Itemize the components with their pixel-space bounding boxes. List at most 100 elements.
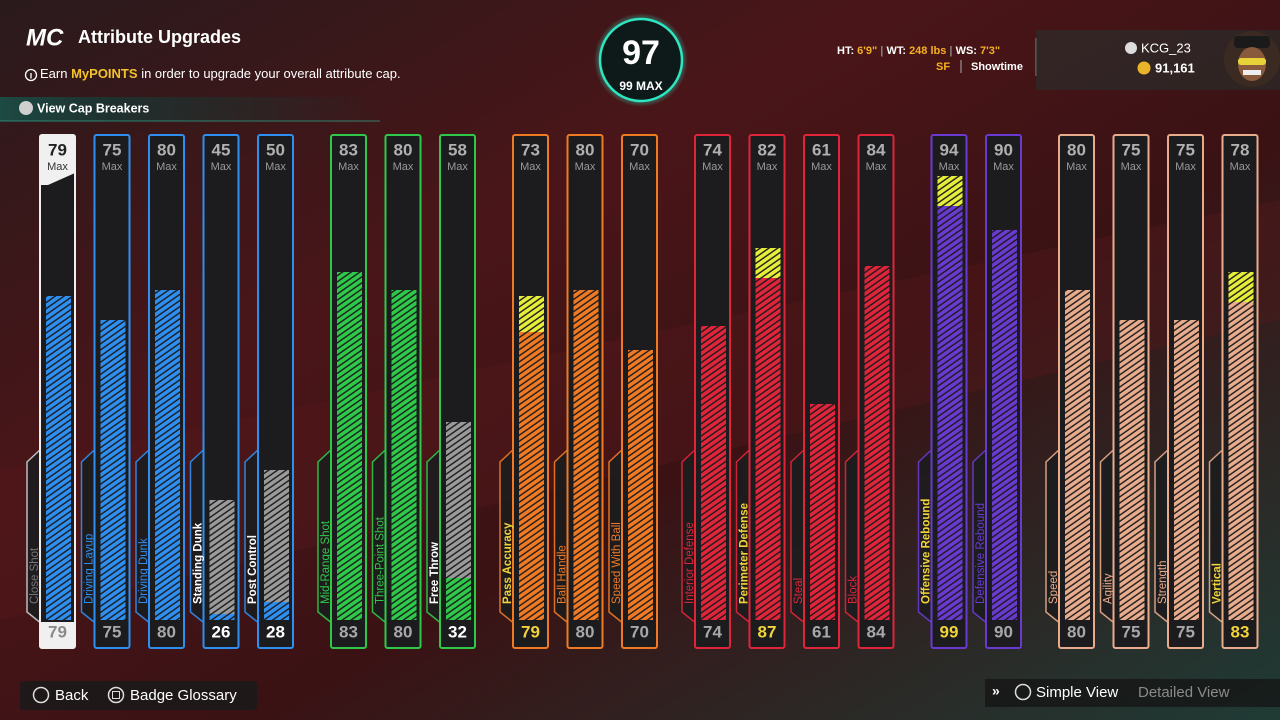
name-tab <box>371 447 389 625</box>
vc-balance: 91,161 <box>1155 60 1195 75</box>
attribute-fill <box>810 404 835 620</box>
attribute-column[interactable]: 83 Max 83 Mid-Range Shot <box>317 134 367 649</box>
max-label: Max <box>447 161 468 173</box>
cap-value: 78 <box>1231 140 1250 159</box>
attribute-column[interactable]: 75 Max 75 Agility <box>1099 134 1150 649</box>
attribute-column[interactable]: 74 Max 74 Interior Defense <box>681 134 731 649</box>
info-text: Earn MyPOINTS in order to upgrade your o… <box>40 66 401 81</box>
attribute-column[interactable]: 90 Max 90 Defensive Rebound <box>972 134 1022 649</box>
player-archetype: Showtime <box>971 61 1023 73</box>
current-value: 26 <box>212 622 231 641</box>
cap-value: 80 <box>1067 140 1086 159</box>
current-value: 75 <box>1176 622 1195 641</box>
cap-value: 70 <box>630 140 649 159</box>
max-label: Max <box>1121 161 1142 173</box>
attribute-column[interactable]: 80 Max 80 Driving Dunk <box>135 134 185 649</box>
current-value: 80 <box>1067 622 1086 641</box>
attribute-fill <box>573 290 599 620</box>
max-label: Max <box>265 161 286 173</box>
cap-headroom <box>446 422 471 578</box>
attribute-column[interactable]: 80 Max 80 Ball Handle <box>553 134 604 649</box>
cap-value: 90 <box>994 140 1013 159</box>
attribute-column[interactable]: 82 Max 87 Perimeter Defense <box>735 134 786 649</box>
name-tab <box>189 447 207 625</box>
name-tab <box>553 447 571 625</box>
max-label: Max <box>1230 161 1251 173</box>
attribute-column[interactable]: 50 Max 28 Post Control <box>244 134 294 649</box>
wingspan-label: WS: <box>956 45 977 57</box>
attribute-column[interactable]: 70 Max 70 Speed With Ball <box>608 134 658 649</box>
attribute-column[interactable]: 58 Max 32 Free Throw <box>426 134 476 649</box>
current-value: 90 <box>994 622 1013 641</box>
gamertag: KCG_23 <box>1141 40 1191 55</box>
attribute-name: Driving Layup <box>84 534 96 604</box>
attribute-column[interactable]: 75 Max 75 Driving Layup <box>80 134 131 649</box>
max-label: Max <box>993 161 1014 173</box>
cap-breaker <box>519 296 544 332</box>
cap-value: 80 <box>157 140 176 159</box>
current-value: 83 <box>339 622 358 641</box>
cap-headroom <box>209 500 235 614</box>
name-tab <box>681 447 698 625</box>
attribute-column[interactable]: 45 Max 26 Standing Dunk <box>189 134 240 649</box>
cap-breaker <box>1228 272 1254 302</box>
name-tab <box>735 447 753 625</box>
current-value: 80 <box>157 622 176 641</box>
attribute-name: Speed <box>1048 571 1060 604</box>
cap-value: 84 <box>867 140 886 159</box>
name-tab <box>1208 447 1226 625</box>
detailed-view-label[interactable]: Detailed View <box>1138 684 1230 701</box>
button-icon <box>19 101 33 115</box>
attribute-column[interactable]: 80 Max 80 Speed <box>1045 134 1095 649</box>
attribute-fill <box>1119 320 1145 620</box>
name-tab <box>1154 447 1171 625</box>
cap-value: 74 <box>703 140 722 159</box>
attribute-column[interactable]: 75 Max 75 Strength <box>1154 134 1204 649</box>
badge-glossary-button[interactable]: Badge Glossary <box>107 686 238 704</box>
attribute-fill <box>755 278 781 620</box>
attribute-column[interactable]: 94 Max 99 Offensive Rebound <box>917 134 968 649</box>
max-label: Max <box>393 161 414 173</box>
attribute-column[interactable]: 84 Max 84 Block <box>844 134 895 649</box>
selected-header <box>40 135 75 185</box>
weight-label: WT: <box>886 45 906 57</box>
info-prefix: Earn <box>40 66 67 81</box>
back-button[interactable]: Back <box>32 686 89 704</box>
attribute-name: Steal <box>793 578 805 604</box>
attribute-name: Free Throw <box>429 542 441 604</box>
footer-right-panel <box>985 679 1280 707</box>
simple-view-button[interactable]: Simple View <box>1014 683 1119 701</box>
name-tab <box>135 447 152 625</box>
max-label: Max <box>156 161 177 173</box>
attribute-fill <box>628 350 653 620</box>
cap-value: 75 <box>1122 140 1141 159</box>
attribute-column[interactable]: 61 Max 61 Steal <box>790 134 840 649</box>
attribute-fill <box>155 290 180 620</box>
height-label: HT: <box>837 45 854 57</box>
current-value: 32 <box>448 622 467 641</box>
current-value: 70 <box>630 622 649 641</box>
attribute-column[interactable]: 80 Max 80 Three-Point Shot <box>371 134 422 649</box>
cap-headroom <box>264 470 289 602</box>
max-label: Max <box>47 161 68 173</box>
cap-value: 45 <box>212 140 231 159</box>
cap-value: 94 <box>940 140 959 159</box>
attribute-column[interactable]: 78 Max 83 Vertical <box>1208 134 1259 649</box>
footer-right: » Simple View Detailed View <box>985 679 1280 707</box>
attribute-fill <box>100 320 126 620</box>
cap-value: 75 <box>1176 140 1195 159</box>
cap-breakers-button[interactable]: View Cap Breakers <box>0 97 380 122</box>
attribute-column[interactable]: 73 Max 79 Pass Accuracy <box>499 134 549 649</box>
chevrons: » <box>992 683 1000 699</box>
vc-coin <box>1137 61 1151 75</box>
name-tab <box>972 447 989 625</box>
cap-value: 61 <box>812 140 831 159</box>
attribute-column[interactable]: 79 Max 79 Close Shot <box>26 134 76 649</box>
max-label: Max <box>811 161 832 173</box>
cap-value: 50 <box>266 140 285 159</box>
current-value: 83 <box>1231 622 1250 641</box>
cap-breaker <box>937 176 963 206</box>
cap-value: 58 <box>448 140 467 159</box>
max-label: Max <box>211 161 232 173</box>
name-tab <box>790 447 807 625</box>
